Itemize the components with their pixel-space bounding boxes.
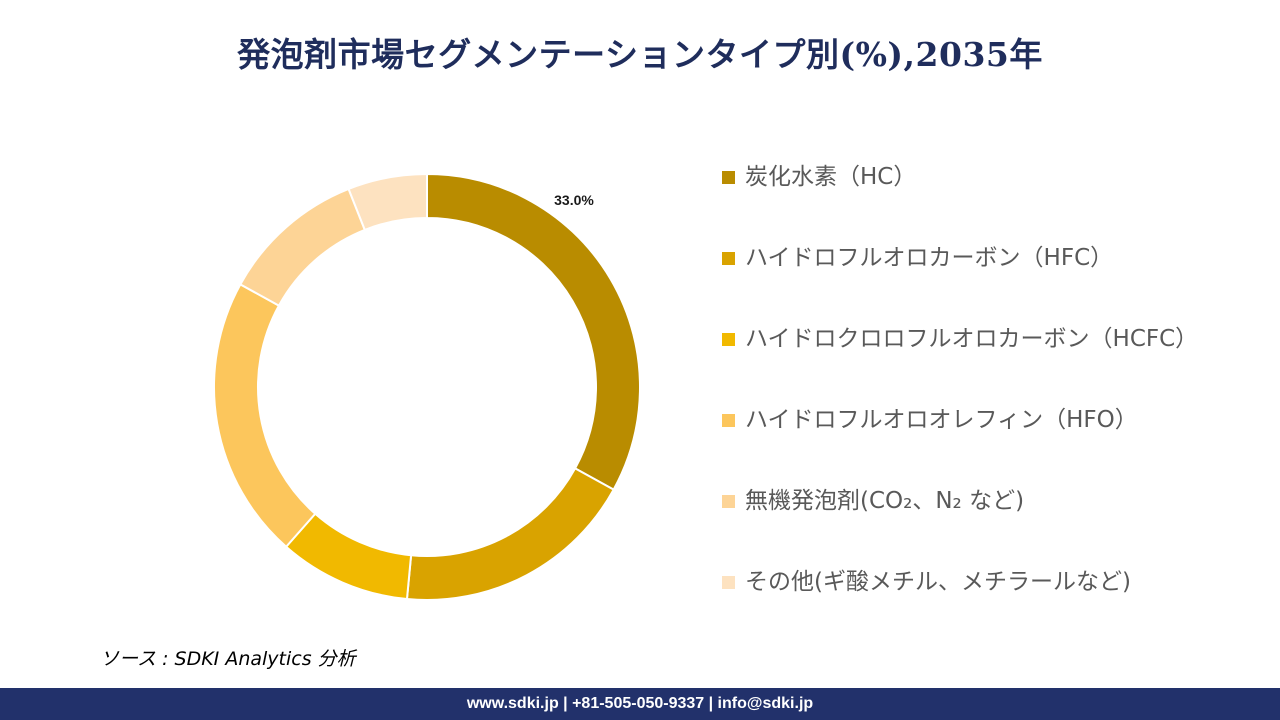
legend-label: その他(ギ酸メチル、メチラールなど): [745, 569, 1131, 595]
donut-slice-2: [405, 467, 616, 601]
legend-swatch: [722, 252, 735, 265]
legend-swatch: [722, 333, 735, 346]
legend-item: 炭化水素（HC）: [722, 158, 1278, 239]
chart-title: 発泡剤市場セグメンテーションタイプ別(%),2035年: [237, 35, 1043, 74]
legend-label: 無機発泡剤(CO₂、N₂ など): [745, 488, 1025, 514]
donut-slice-1: [426, 172, 641, 491]
chart-legend: 炭化水素（HC） ハイドロフルオロカーボン（HFC） ハイドロクロロフルオロカーボン…: [722, 158, 1278, 644]
legend-item: ハイドロクロロフルオロカーボン（HCFC）: [722, 320, 1278, 401]
legend-item: その他(ギ酸メチル、メチラールなど): [722, 563, 1278, 644]
legend-label: 炭化水素（HC）: [745, 164, 917, 190]
legend-swatch: [722, 414, 735, 427]
legend-label: ハイドロクロロフルオロカーボン（HCFC）: [745, 326, 1199, 352]
donut-slice-5: [238, 187, 367, 307]
legend-swatch: [722, 171, 735, 184]
footer-bar: www.sdki.jp | +81-505-050-9337 | info@sd…: [0, 688, 1280, 720]
legend-swatch: [722, 495, 735, 508]
legend-item: ハイドロフルオロカーボン（HFC）: [722, 239, 1278, 320]
donut-slice-6: [347, 172, 428, 232]
legend-label: ハイドロフルオロオレフィン（HFO）: [745, 407, 1138, 433]
legend-item: ハイドロフルオロオレフィン（HFO）: [722, 401, 1278, 482]
donut-slice-4: [213, 283, 317, 549]
legend-swatch: [722, 576, 735, 589]
data-label-1: 33.0%: [554, 192, 594, 208]
legend-label: ハイドロフルオロカーボン（HFC）: [745, 245, 1114, 271]
legend-item: 無機発泡剤(CO₂、N₂ など): [722, 482, 1278, 563]
source-note: ソース : SDKI Analytics 分析: [100, 648, 356, 670]
